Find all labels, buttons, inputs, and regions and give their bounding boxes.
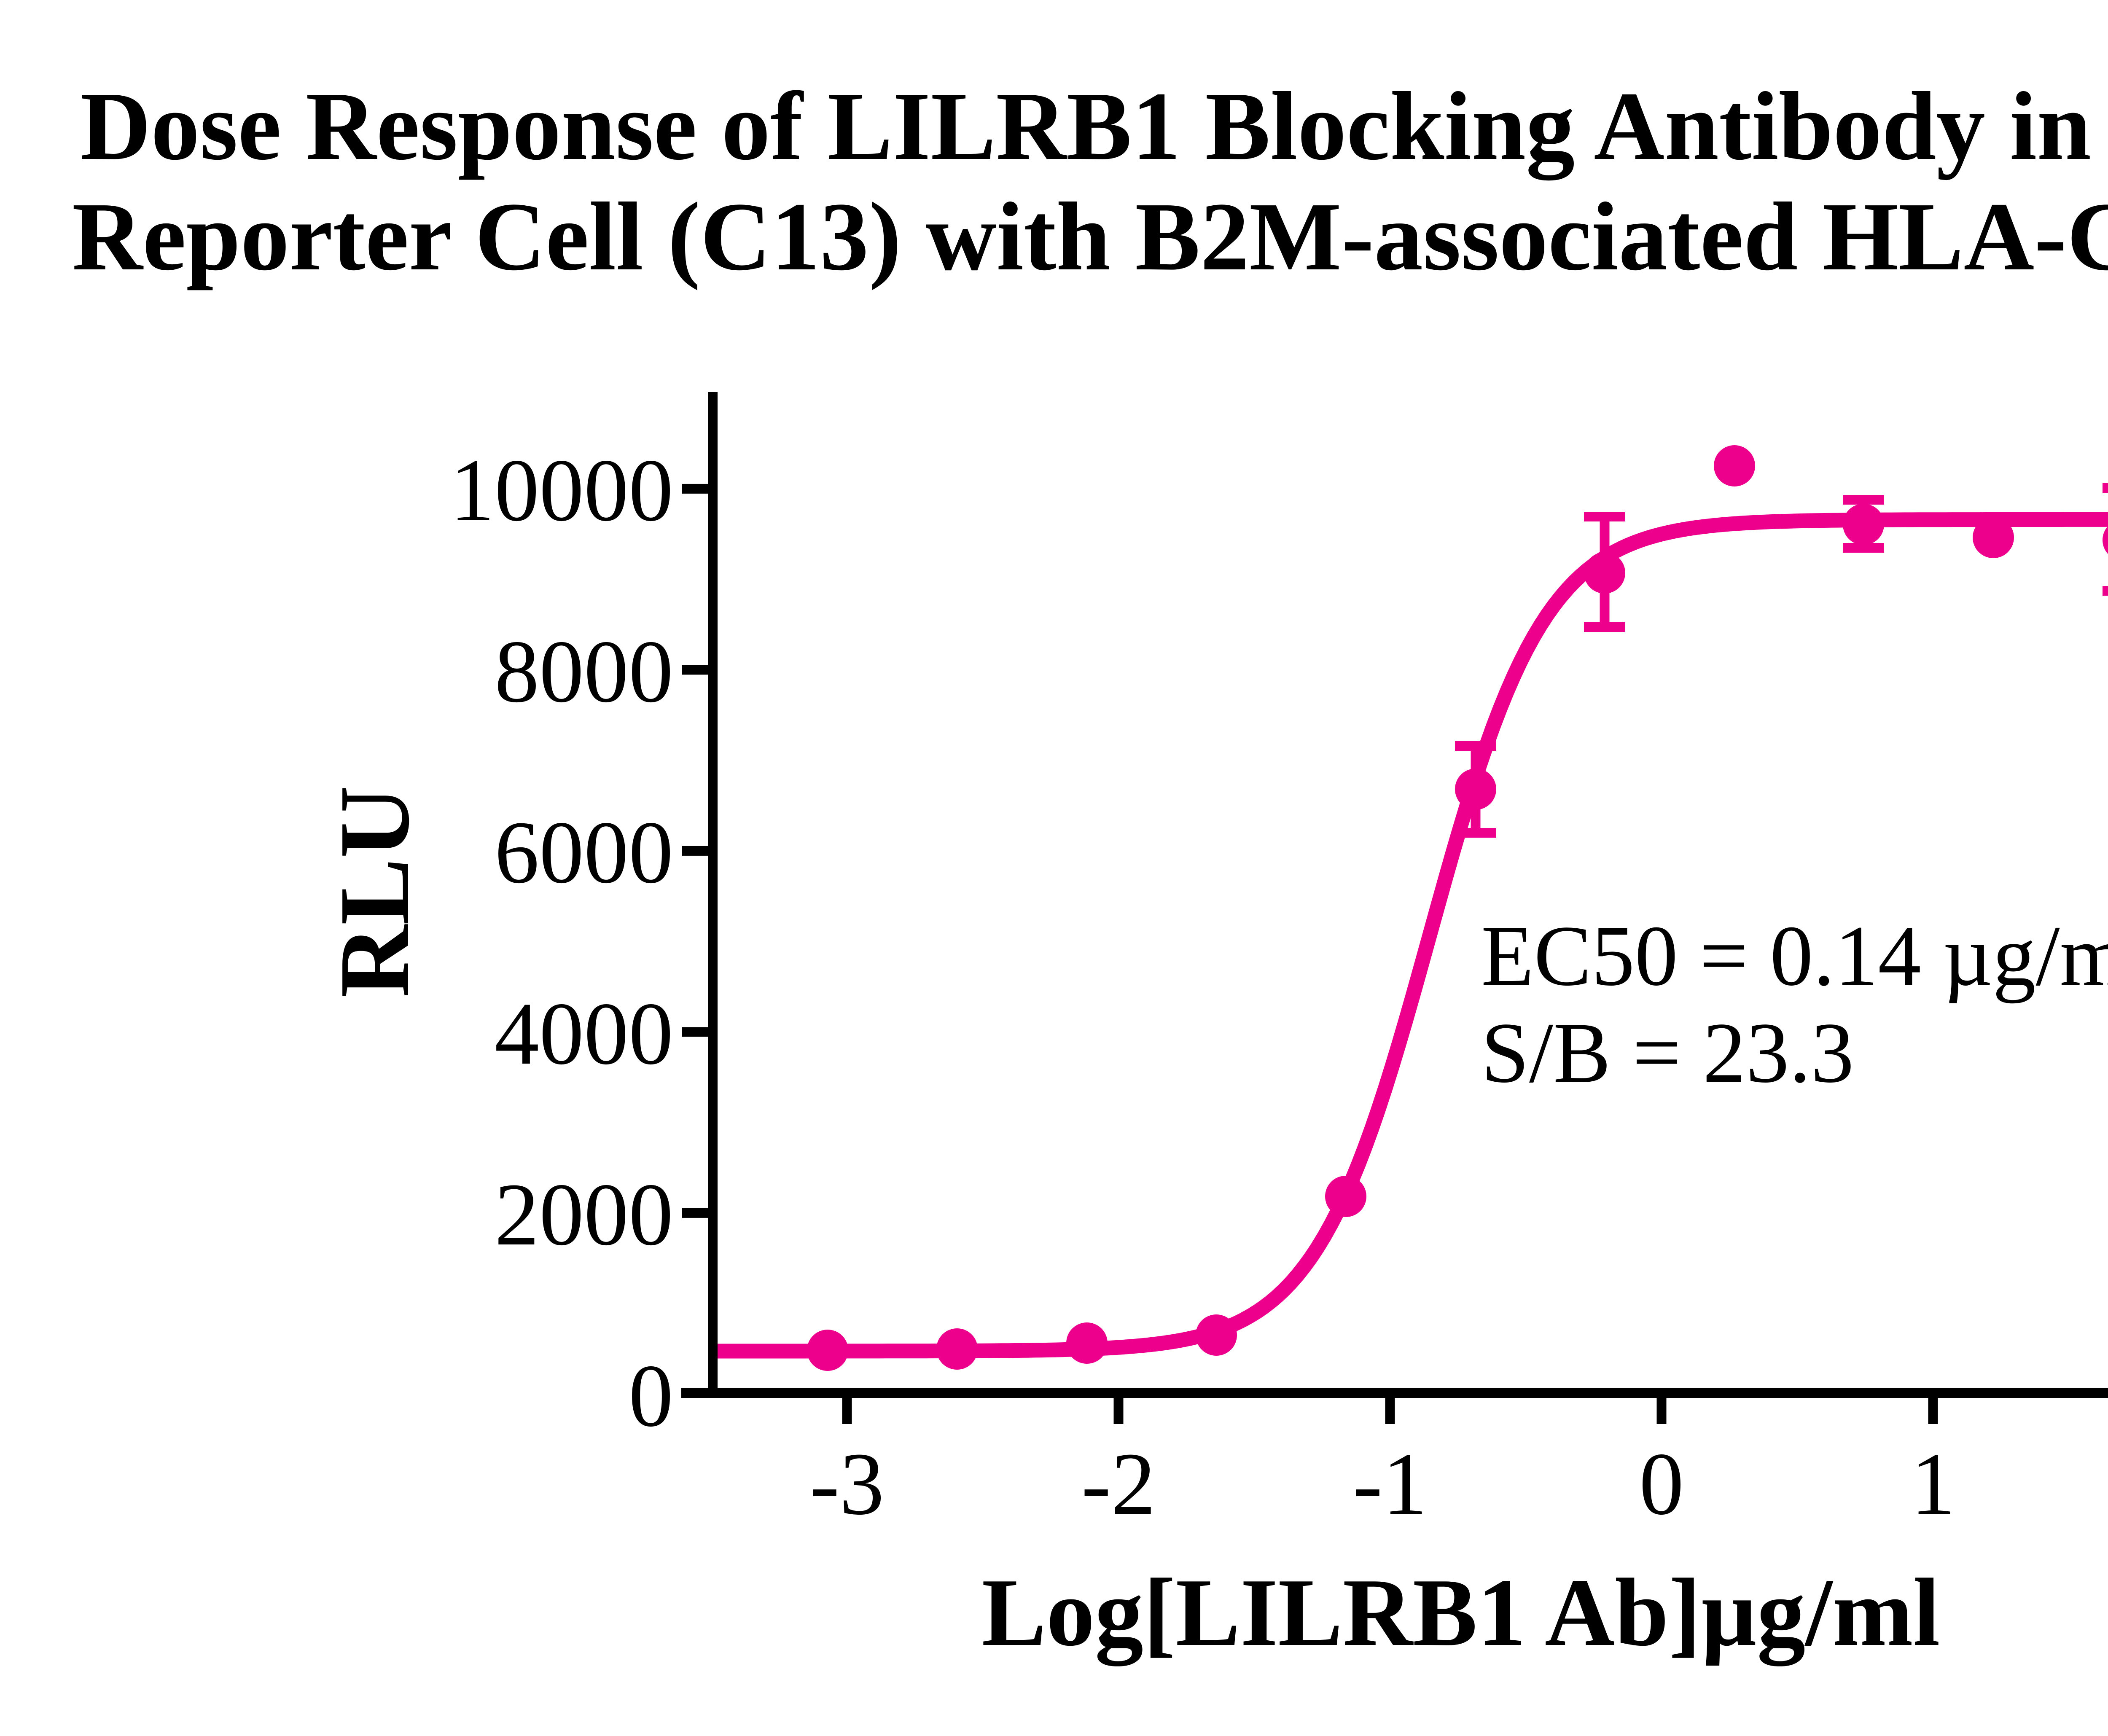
svg-text:-2: -2: [1081, 1434, 1156, 1533]
svg-text:Reporter Cell (C13) with B2M-a: Reporter Cell (C13) with B2M-associated …: [72, 183, 2108, 291]
svg-text:0: 0: [629, 1346, 673, 1445]
svg-text:EC50 = 0.14 µg/ml: EC50 = 0.14 µg/ml: [1481, 908, 2108, 1004]
svg-text:Log[LILRB1 Ab]µg/ml: Log[LILRB1 Ab]µg/ml: [981, 1559, 1940, 1666]
svg-text:0: 0: [1639, 1434, 1684, 1533]
svg-text:1: 1: [1911, 1434, 1955, 1533]
svg-text:RLU: RLU: [319, 786, 430, 998]
svg-text:4000: 4000: [495, 984, 673, 1083]
svg-text:10000: 10000: [450, 441, 673, 540]
svg-text:6000: 6000: [495, 803, 673, 902]
svg-text:2000: 2000: [495, 1165, 673, 1264]
svg-text:-3: -3: [810, 1434, 885, 1533]
svg-text:-1: -1: [1353, 1434, 1428, 1533]
svg-text:S/B = 23.3: S/B = 23.3: [1481, 1005, 1854, 1101]
svg-text:8000: 8000: [495, 622, 673, 721]
svg-text:Dose Response of LILRB1 Blocki: Dose Response of LILRB1 Blocking Antibod…: [80, 72, 2108, 180]
